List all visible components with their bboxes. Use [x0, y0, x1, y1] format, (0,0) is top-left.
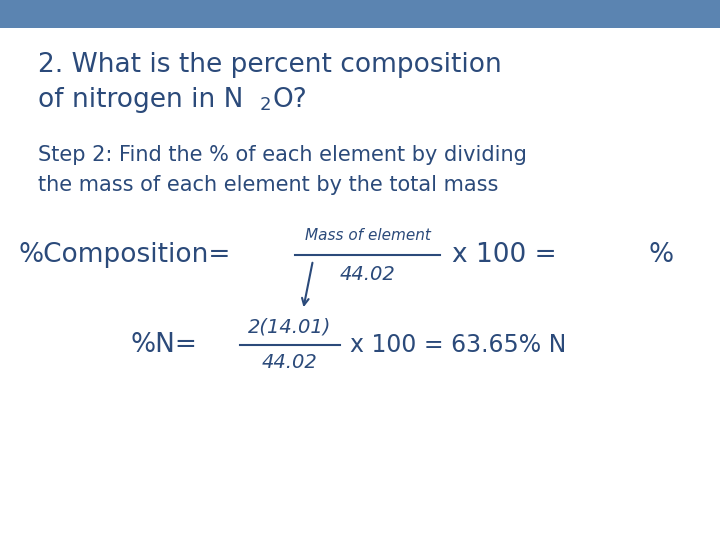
Text: of nitrogen in N: of nitrogen in N [38, 87, 243, 113]
Text: 2(14.01): 2(14.01) [248, 318, 332, 336]
Text: x 100 = 63.65% N: x 100 = 63.65% N [350, 333, 567, 357]
Text: 2. What is the percent composition: 2. What is the percent composition [38, 52, 502, 78]
Text: %: % [648, 242, 673, 268]
Text: x 100 =: x 100 = [452, 242, 557, 268]
Text: 44.02: 44.02 [262, 354, 318, 373]
Bar [0, 0, 720, 28]
Text: Mass of element: Mass of element [305, 227, 431, 242]
Text: Step 2: Find the % of each element by dividing: Step 2: Find the % of each element by di… [38, 145, 527, 165]
Text: O?: O? [273, 87, 307, 113]
Text: 2: 2 [260, 96, 271, 114]
Text: %Composition=: %Composition= [18, 242, 230, 268]
Text: the mass of each element by the total mass: the mass of each element by the total ma… [38, 175, 498, 195]
Text: 44.02: 44.02 [340, 266, 395, 285]
Text: %N=: %N= [130, 332, 197, 358]
